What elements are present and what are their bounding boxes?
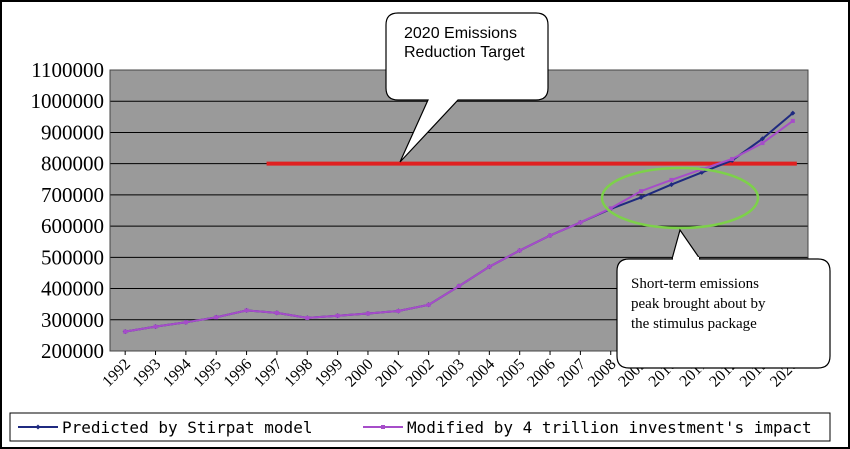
data-point-modified bbox=[669, 177, 674, 182]
peak-callout-text: Short-term emissions peak brought about b… bbox=[631, 276, 766, 332]
y-tick-label: 400000 bbox=[41, 277, 104, 301]
y-tick-label: 1000000 bbox=[31, 89, 105, 113]
data-point-modified bbox=[365, 311, 370, 316]
x-tick-label: 1994 bbox=[160, 356, 195, 391]
data-point-modified bbox=[274, 310, 279, 315]
y-tick-label: 600000 bbox=[41, 214, 104, 238]
x-tick-label: 2000 bbox=[342, 356, 377, 391]
legend-marker bbox=[35, 424, 41, 430]
x-tick-label: 2006 bbox=[524, 356, 559, 391]
data-point-stirpat bbox=[759, 136, 765, 142]
data-point-modified bbox=[639, 189, 644, 194]
legend: Predicted by Stirpat model Modified by 4 … bbox=[9, 412, 831, 442]
data-point-modified bbox=[517, 248, 522, 253]
callout-line: peak brought about by bbox=[631, 296, 766, 312]
callout-line: 2020 Emissions bbox=[404, 25, 517, 42]
x-tick-label: 2007 bbox=[555, 356, 590, 391]
data-point-stirpat bbox=[638, 194, 644, 200]
data-point-modified bbox=[457, 284, 461, 289]
data-point-modified bbox=[335, 313, 340, 318]
x-tick-label: 2001 bbox=[372, 356, 407, 391]
callout-line: Short-term emissions bbox=[631, 276, 759, 292]
callout-line: the stimulus package bbox=[631, 316, 757, 332]
y-tick-label: 200000 bbox=[41, 339, 104, 363]
x-tick-label: 2003 bbox=[433, 356, 468, 391]
data-point-stirpat bbox=[790, 110, 796, 116]
data-point-modified bbox=[760, 141, 765, 146]
annotation-overlay bbox=[600, 166, 760, 230]
x-tick-label: 1997 bbox=[251, 356, 286, 391]
data-point-modified bbox=[396, 309, 401, 314]
peak-callout: Short-term emissions peak brought about b… bbox=[616, 228, 831, 369]
x-tick-label: 1998 bbox=[281, 356, 316, 391]
y-tick-label: 900000 bbox=[41, 120, 104, 144]
data-point-modified bbox=[548, 233, 553, 238]
data-point-modified bbox=[608, 206, 613, 211]
data-point-modified bbox=[790, 118, 795, 123]
y-tick-label: 1100000 bbox=[31, 58, 104, 82]
data-point-modified bbox=[123, 329, 128, 334]
data-point-modified bbox=[426, 302, 431, 307]
data-point-modified bbox=[487, 264, 492, 269]
data-point-modified bbox=[153, 324, 158, 329]
target-callout-bubble bbox=[385, 12, 549, 163]
data-point-modified bbox=[244, 308, 249, 313]
data-point-modified bbox=[730, 156, 735, 161]
legend-marker bbox=[381, 425, 385, 429]
target-callout: 2020 Emissions Reduction Target bbox=[385, 12, 549, 163]
callout-line: Reduction Target bbox=[404, 44, 525, 61]
legend-label: Modified by 4 trillion investment's impa… bbox=[407, 418, 812, 437]
y-tick-label: 300000 bbox=[41, 308, 104, 332]
x-tick-label: 1996 bbox=[221, 356, 256, 391]
data-point-modified bbox=[578, 220, 583, 225]
x-tick-label: 1992 bbox=[99, 356, 134, 391]
x-tick-label: 2008 bbox=[585, 356, 620, 391]
x-tick-label: 2005 bbox=[494, 356, 529, 391]
x-tick-label: 1995 bbox=[190, 356, 225, 391]
peak-callout-bubble bbox=[616, 228, 831, 369]
data-point-modified bbox=[214, 315, 219, 320]
x-tick-label: 2002 bbox=[403, 356, 438, 391]
data-point-stirpat bbox=[668, 182, 674, 188]
legend-label: Predicted by Stirpat model bbox=[62, 418, 312, 437]
y-axis: 200000 300000 400000 500000 600000 700000 8000… bbox=[31, 58, 105, 363]
target-callout-text: 2020 Emissions Reduction Target bbox=[404, 25, 525, 61]
y-tick-label: 500000 bbox=[41, 245, 104, 269]
legend-box bbox=[9, 412, 831, 442]
y-tick-label: 700000 bbox=[41, 183, 104, 207]
data-point-modified bbox=[183, 320, 188, 325]
y-tick-label: 800000 bbox=[41, 152, 104, 176]
x-tick-label: 1993 bbox=[130, 356, 165, 391]
x-tick-label: 1999 bbox=[312, 356, 347, 391]
highlight-ellipse bbox=[600, 166, 760, 230]
series-group bbox=[122, 110, 796, 335]
x-tick-label: 2004 bbox=[464, 356, 499, 391]
data-point-modified bbox=[305, 315, 310, 320]
